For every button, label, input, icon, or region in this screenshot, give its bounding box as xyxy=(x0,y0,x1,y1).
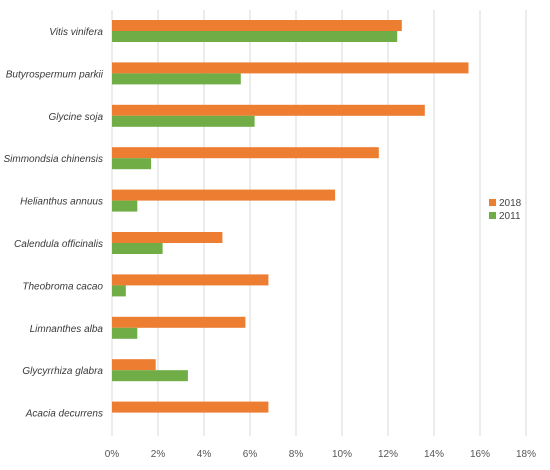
x-tick-label: 16% xyxy=(470,449,490,460)
x-tick-label: 12% xyxy=(378,449,398,460)
bar-2011 xyxy=(112,327,138,339)
bar-2018 xyxy=(112,189,336,201)
x-tick-label: 10% xyxy=(332,449,352,460)
category-label: Glycine soja xyxy=(49,112,104,123)
bar-2018 xyxy=(112,401,269,413)
category-label: Limnanthes alba xyxy=(30,324,104,335)
category-label: Glycyrrhiza glabra xyxy=(22,366,103,377)
x-tick-label: 18% xyxy=(516,449,536,460)
category-label: Helianthus annuus xyxy=(20,197,103,208)
legend-swatch-2011 xyxy=(489,212,496,219)
legend: 2018 2011 xyxy=(489,198,522,222)
bar-2018 xyxy=(112,147,379,159)
category-label: Calendula officinalis xyxy=(14,239,103,250)
bar-2011 xyxy=(112,31,398,42)
category-label: Theobroma cacao xyxy=(22,281,103,292)
bar-2011 xyxy=(112,115,255,127)
legend-label-2011: 2011 xyxy=(499,211,521,222)
x-tick-label: 6% xyxy=(243,449,258,460)
bars xyxy=(112,20,469,413)
bar-2018 xyxy=(112,104,425,116)
category-labels: Vitis vinifera Butyrospermum parkii Glycin… xyxy=(4,27,104,420)
x-tick-labels: 0% 2% 4% 6% 8% 10% 12% 14% 16% 18% xyxy=(105,449,536,460)
bar-2018 xyxy=(112,62,469,74)
x-tick-label: 2% xyxy=(151,449,166,460)
bar-2011 xyxy=(112,73,241,85)
legend-label-2018: 2018 xyxy=(499,198,522,209)
category-label: Simmondsia chinensis xyxy=(4,154,104,165)
bar-2011 xyxy=(112,370,188,382)
bar-2011 xyxy=(112,243,163,254)
bar-2018 xyxy=(112,359,156,371)
x-tick-label: 4% xyxy=(197,449,212,460)
bar-2011 xyxy=(112,158,152,170)
bar-2018 xyxy=(112,274,269,286)
bar-2018 xyxy=(112,20,402,31)
legend-swatch-2018 xyxy=(489,199,496,206)
bar-2018 xyxy=(112,232,223,243)
category-label: Vitis vinifera xyxy=(49,27,103,38)
category-label: Butyrospermum parkii xyxy=(6,69,104,80)
bar-2018 xyxy=(112,316,246,328)
x-tick-label: 14% xyxy=(424,449,444,460)
category-label: Acacia decurrens xyxy=(25,409,103,420)
x-tick-label: 0% xyxy=(105,449,120,460)
bar-2011 xyxy=(112,285,126,297)
bar-2011 xyxy=(112,200,138,212)
x-tick-label: 8% xyxy=(289,449,304,460)
